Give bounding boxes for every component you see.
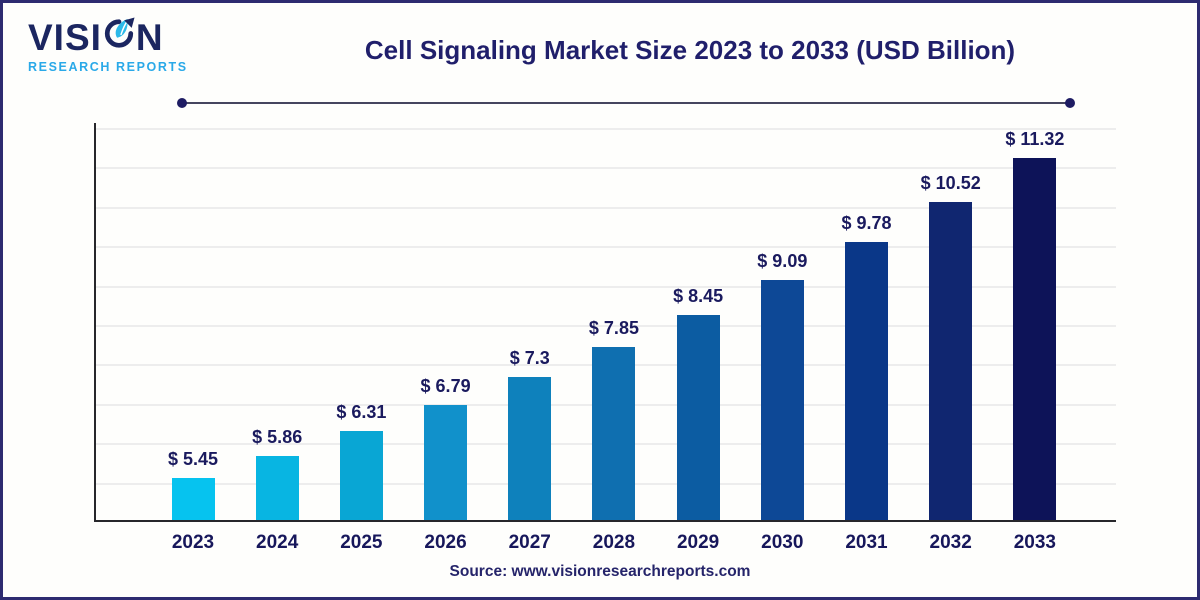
vision-logo-icon: [103, 17, 135, 57]
gridline: [96, 325, 1116, 327]
x-tick-2027: 2027: [508, 532, 551, 553]
brand-name-pre: VISI: [28, 16, 102, 58]
bar-slot-2031: $ 9.78 2031: [841, 123, 892, 553]
bar-2033: [1013, 158, 1057, 520]
brand-logo: VISI N RESEARCH REPORTS: [28, 17, 198, 74]
gridline: [96, 167, 1116, 170]
bar-value-label-2028: $ 7.85: [588, 318, 639, 338]
bar-slot-2024: $ 5.86 2024: [252, 123, 303, 553]
x-tick-2030: 2030: [761, 532, 804, 553]
x-tick-2032: 2032: [929, 532, 972, 553]
bar-value-label-2026: $ 6.79: [420, 376, 471, 396]
brand-name: VISI N: [28, 17, 198, 57]
bar-2026: [424, 405, 468, 520]
divider-dot-left: [177, 98, 187, 108]
bar-value-label-2031: $ 9.78: [841, 213, 892, 233]
bar-value-label-2029: $ 8.45: [673, 286, 724, 306]
x-tick-2024: 2024: [256, 532, 299, 553]
bar-slot-2029: $ 8.45 2029: [673, 123, 724, 553]
x-tick-2031: 2031: [845, 532, 888, 553]
x-tick-2033: 2033: [1013, 532, 1057, 553]
chart-title: Cell Signaling Market Size 2023 to 2033 …: [364, 35, 1016, 65]
gridline: [96, 128, 1116, 130]
bar-2029: [676, 315, 720, 520]
bar-slot-2026: $ 6.79 2026: [420, 123, 471, 553]
title-divider: [177, 98, 1075, 108]
bars: $ 5.45 2023 $ 5.86 2024 $ 6.31 2025 $ 6.79 2026…: [167, 123, 1064, 553]
bar-2032: [929, 202, 973, 520]
bar-value-label-2033: $ 11.32: [1005, 129, 1065, 149]
bar-value-label-2027: $ 7.3: [509, 348, 550, 368]
bar-2023: [171, 478, 215, 520]
bar-slot-2032: $ 10.52 2032: [921, 123, 981, 553]
divider-dot-right: [1065, 98, 1075, 108]
gridline: [96, 246, 1116, 249]
bar-2030: [760, 280, 804, 520]
x-tick-2028: 2028: [592, 532, 636, 553]
x-tick-2025: 2025: [340, 532, 383, 553]
bar-2028: [592, 347, 636, 520]
bar-slot-2025: $ 6.31 2025: [336, 123, 387, 553]
bar-2024: [255, 456, 299, 520]
bar-slot-2030: $ 9.09 2030: [757, 123, 808, 553]
gridline: [96, 206, 1116, 209]
bar-2027: [508, 377, 552, 520]
brand-name-post: N: [135, 16, 164, 58]
bar-value-label-2024: $ 5.86: [252, 427, 303, 447]
x-tick-2026: 2026: [424, 532, 467, 553]
source-text: Source: www.visionresearchreports.com: [449, 563, 751, 580]
bar-value-label-2025: $ 6.31: [336, 402, 387, 422]
gridline: [96, 285, 1116, 288]
bar-value-label-2030: $ 9.09: [757, 251, 808, 271]
bar-value-label-2023: $ 5.45: [167, 449, 219, 469]
bar-slot-2028: $ 7.85 2028: [588, 123, 639, 553]
bar-slot-2033: $ 11.32 2033: [1005, 123, 1064, 553]
bar-value-label-2032: $ 10.52: [920, 173, 981, 193]
chart-plot-area: $ 5.45 2023 $ 5.86 2024 $ 6.31 2025 $ 6.79 2026…: [94, 123, 1116, 553]
bar-2025: [339, 431, 383, 520]
bar-2031: [845, 242, 888, 520]
x-tick-2029: 2029: [676, 532, 720, 553]
bar-slot-2023: $ 5.45 2023: [167, 123, 219, 553]
x-tick-2023: 2023: [171, 532, 215, 553]
bar-slot-2027: $ 7.3 2027: [507, 123, 553, 553]
brand-tagline: RESEARCH REPORTS: [28, 60, 188, 74]
